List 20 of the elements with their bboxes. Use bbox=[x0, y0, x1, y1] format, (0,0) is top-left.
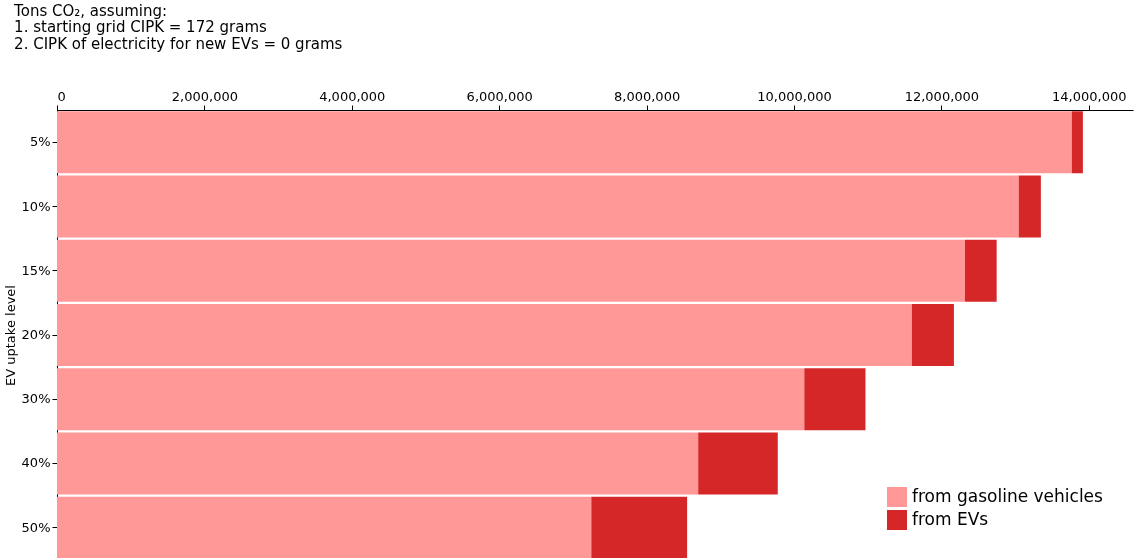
x-tick-label: 2,000,000 bbox=[171, 88, 238, 104]
chart-subtitle: 1. starting grid CIPK = 172 grams 2. CIPK of electricity for new EVs = 0 grams bbox=[14, 18, 343, 53]
y-tick-label: 20% bbox=[21, 327, 51, 342]
y-tick-label: 10% bbox=[21, 198, 51, 214]
y-tick-label: 15% bbox=[21, 262, 51, 278]
y-tick-label: 50% bbox=[21, 519, 51, 535]
y-tick-label: 40% bbox=[21, 455, 51, 471]
x-tick-label: 6,000,000 bbox=[466, 88, 533, 104]
x-tick-label: 4,000,000 bbox=[319, 88, 386, 104]
legend-label: from gasoline vehicles bbox=[912, 486, 1104, 506]
x-tick-label: 8,000,000 bbox=[614, 88, 681, 104]
x-tick-label: 10,000,000 bbox=[757, 88, 832, 104]
y-tick-label: 5% bbox=[29, 134, 51, 150]
x-tick-label: 12,000,000 bbox=[904, 88, 980, 104]
x-tick-label: 0 bbox=[57, 88, 66, 104]
y-tick-label: 30% bbox=[21, 391, 51, 407]
legend-label: from EVs bbox=[912, 509, 989, 529]
x-tick-label: 14,000,000 bbox=[1052, 88, 1127, 104]
chart-title: Tons CO₂, assuming: bbox=[13, 2, 168, 20]
y-axis-title: EV uptake level bbox=[2, 285, 18, 386]
